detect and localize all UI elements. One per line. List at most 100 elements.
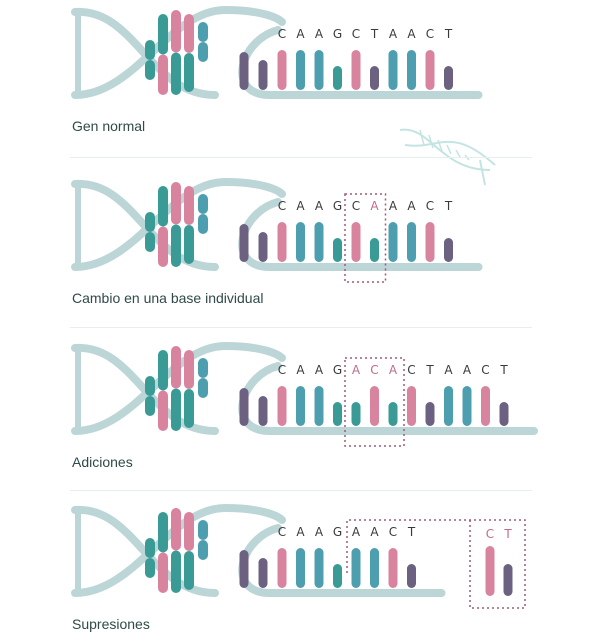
base-bar xyxy=(388,50,398,90)
base-bar xyxy=(314,222,324,262)
helix-rung xyxy=(198,358,208,378)
helix-rung xyxy=(158,512,168,553)
helix-strand xyxy=(71,341,286,435)
label-gen-normal: Gen normal xyxy=(72,118,146,134)
helix-rung xyxy=(171,388,181,431)
base-letter: G xyxy=(333,525,342,539)
helix-rung xyxy=(158,54,168,95)
base-bar xyxy=(370,66,379,90)
base-letter: G xyxy=(333,363,342,377)
base-letter: A xyxy=(463,363,472,377)
divider xyxy=(70,490,532,491)
base-letter: A xyxy=(296,199,305,213)
helix-strand xyxy=(71,179,219,271)
helix-rung xyxy=(184,350,194,389)
base-bar xyxy=(296,386,305,426)
helix-rung xyxy=(198,540,208,560)
base-bar xyxy=(407,50,416,90)
base-letter: A xyxy=(407,199,416,213)
base-bar xyxy=(239,224,249,262)
label-additions: Adiciones xyxy=(72,454,133,470)
base-letter: A xyxy=(352,363,361,377)
base-bar xyxy=(333,402,342,426)
base-letter: G xyxy=(333,27,342,41)
base-bar xyxy=(314,386,324,426)
base-letter: T xyxy=(499,363,508,377)
base-letter: C xyxy=(426,27,434,41)
base-letter: A xyxy=(296,525,305,539)
base-bar xyxy=(258,60,268,90)
helix-rung xyxy=(198,378,208,398)
helix-rung xyxy=(145,40,155,60)
base-bar xyxy=(333,66,342,90)
helix-rung xyxy=(145,396,155,416)
dna-icon xyxy=(399,128,496,186)
dna-icon-rung xyxy=(428,134,434,149)
base-letter: G xyxy=(333,199,342,213)
base-letter: A xyxy=(389,27,398,41)
helix-rung xyxy=(198,214,208,234)
helix-rung xyxy=(145,558,155,578)
helix-rung xyxy=(184,512,194,551)
base-letter: T xyxy=(407,525,416,539)
helix-rung xyxy=(198,22,208,42)
dna-icon-strand xyxy=(404,140,496,186)
helix-rung xyxy=(145,538,155,558)
base-letter: A xyxy=(444,363,453,377)
helix-rung xyxy=(145,60,155,80)
helix-rung xyxy=(158,390,168,431)
helix-rung xyxy=(184,551,194,590)
helix-rung xyxy=(171,224,181,267)
base-bar xyxy=(314,548,324,588)
helix-rung xyxy=(171,10,181,53)
dna-icon-rung xyxy=(419,129,425,146)
base-letter: A xyxy=(370,199,379,213)
base-letter: A xyxy=(389,199,398,213)
base-bar xyxy=(444,66,453,90)
label-deletions: Supresiones xyxy=(72,616,150,632)
base-bar xyxy=(314,50,324,90)
helix-rung xyxy=(158,14,168,55)
base-letter: C xyxy=(278,27,286,41)
base-bar xyxy=(503,564,513,596)
base-letter: C xyxy=(370,363,378,377)
helix-strand xyxy=(71,505,219,597)
helix-rung xyxy=(158,552,168,593)
base-letter: A xyxy=(389,363,398,377)
base-bar xyxy=(370,238,379,262)
base-bar xyxy=(388,402,398,426)
base-letter: A xyxy=(315,199,324,213)
base-letter: A xyxy=(315,363,324,377)
base-bar xyxy=(388,222,398,262)
divider xyxy=(70,157,532,158)
base-bar xyxy=(462,386,472,426)
helix-strand xyxy=(71,177,286,271)
base-letter: A xyxy=(296,363,305,377)
base-bar xyxy=(258,396,268,426)
base-bar xyxy=(277,386,287,426)
base-bar xyxy=(351,222,361,262)
base-bar xyxy=(277,50,287,90)
helix-rung xyxy=(171,346,181,389)
base-bar xyxy=(258,232,268,262)
mutation-box xyxy=(344,193,387,283)
base-letter: A xyxy=(407,27,416,41)
divider xyxy=(70,327,532,328)
base-bar xyxy=(388,548,398,588)
base-letter: A xyxy=(352,525,361,539)
base-bar xyxy=(407,386,416,426)
base-bar xyxy=(485,546,495,596)
base-bar xyxy=(370,548,379,588)
base-letter: C xyxy=(389,525,397,539)
base-bar xyxy=(425,50,435,90)
base-letter: T xyxy=(444,199,453,213)
helix-rung xyxy=(158,226,168,267)
helix-rung xyxy=(184,225,194,264)
deleted-letter: C xyxy=(486,527,494,541)
base-letter: C xyxy=(352,27,360,41)
